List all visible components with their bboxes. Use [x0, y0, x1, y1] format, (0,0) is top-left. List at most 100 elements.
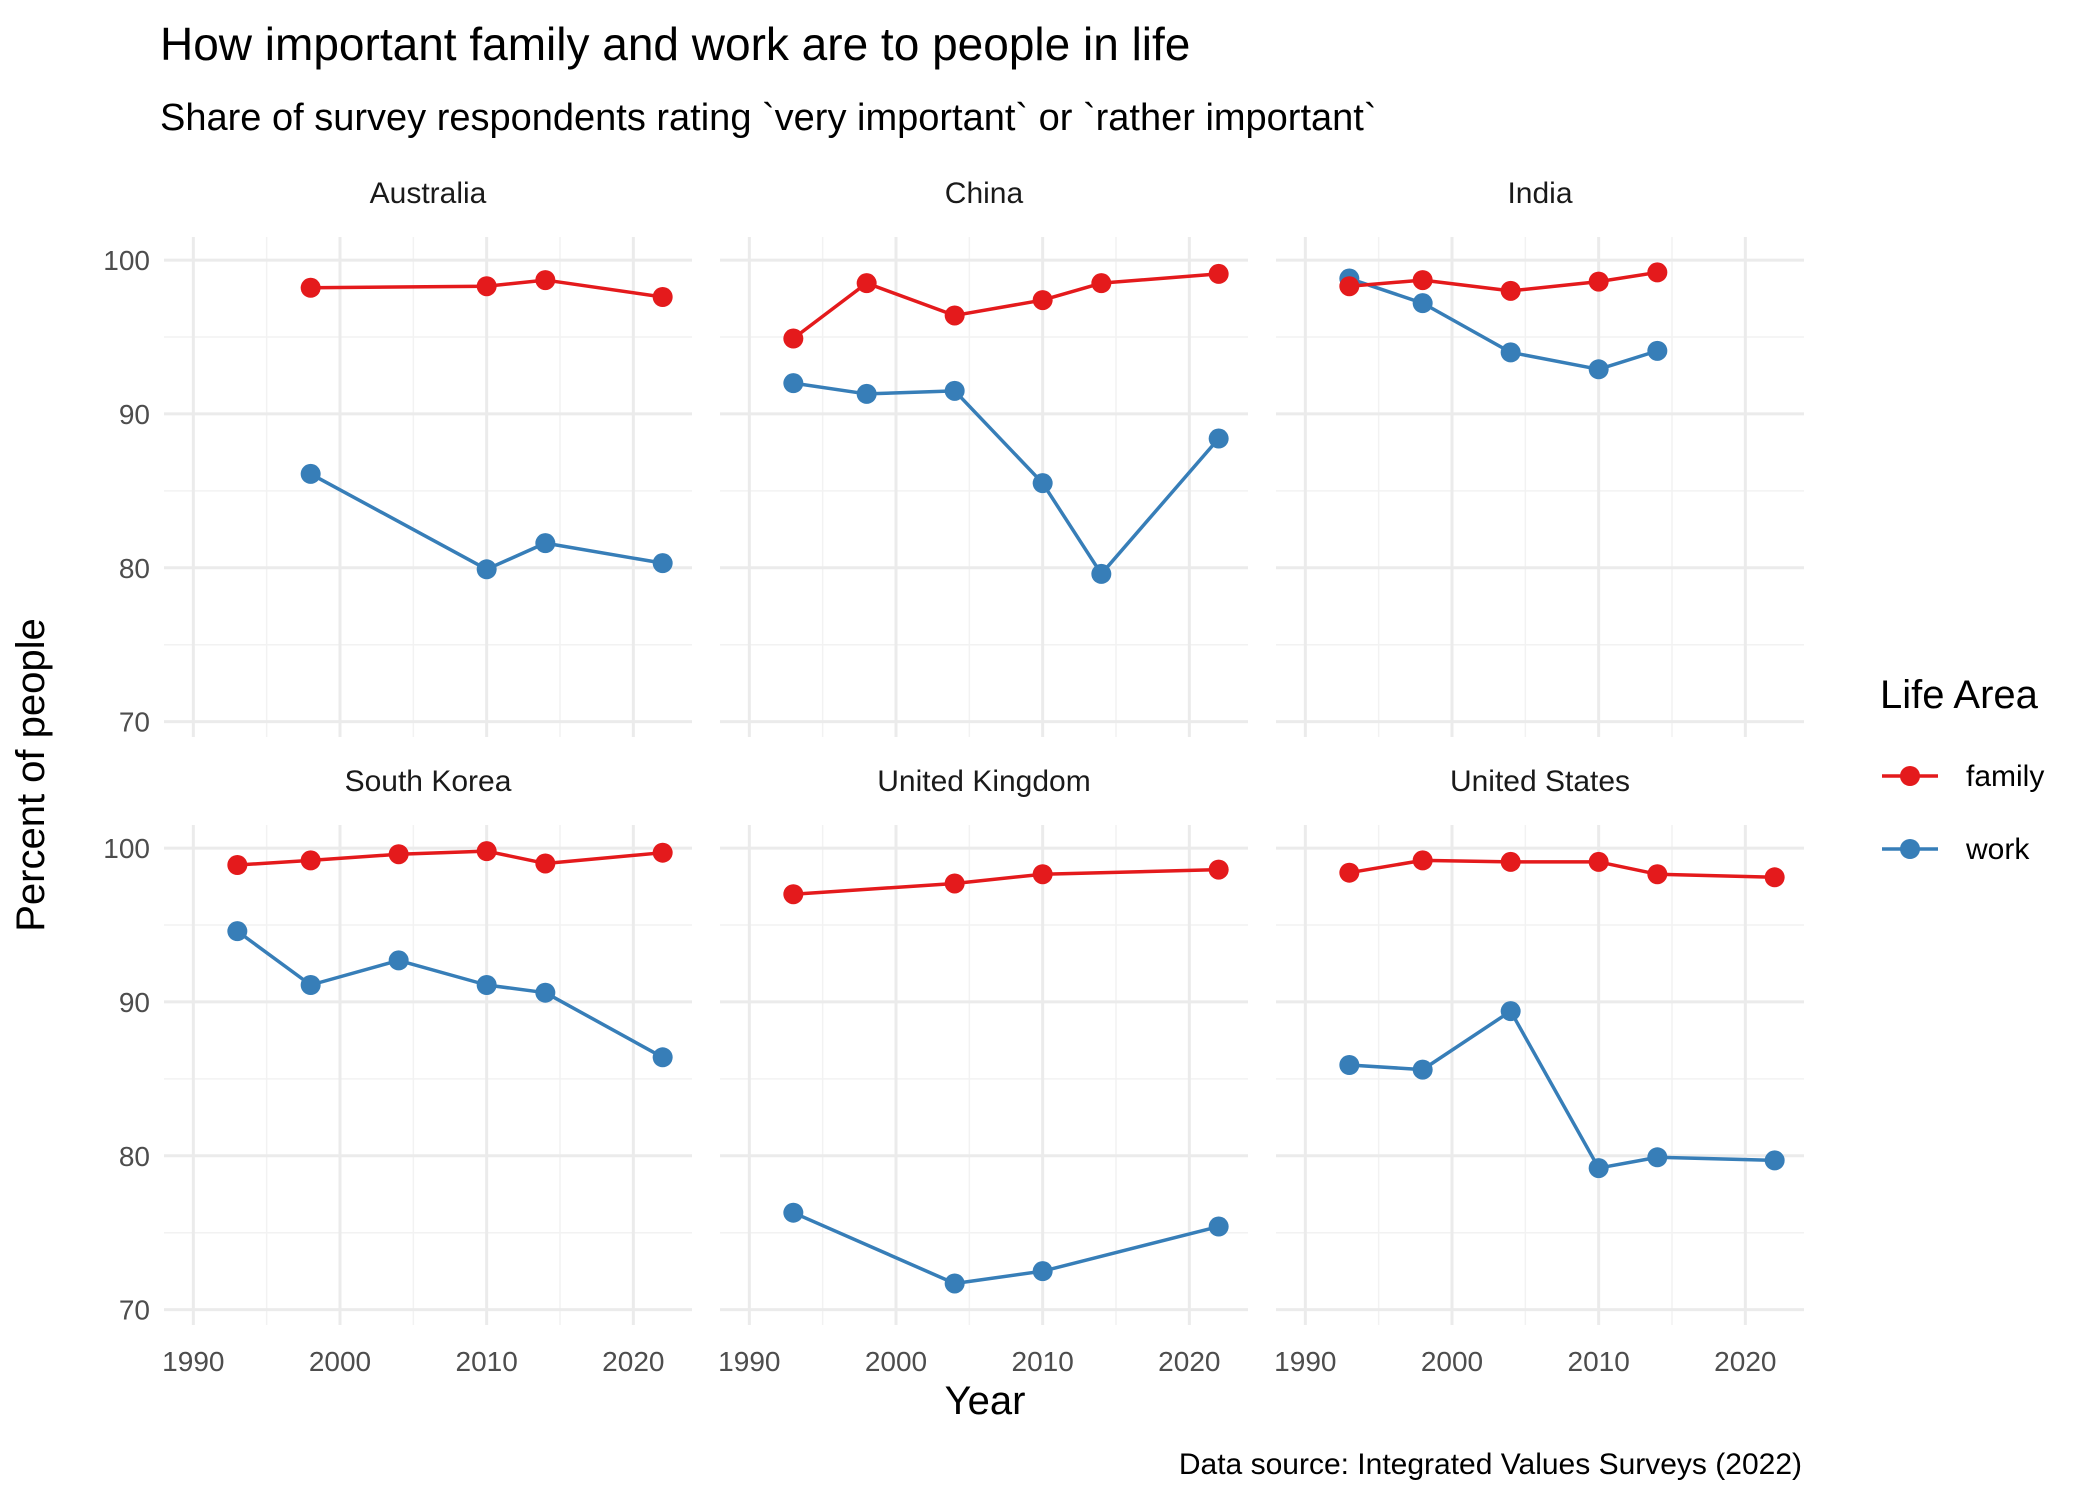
series-line-work: [793, 381, 1220, 576]
data-point-family: [1208, 859, 1229, 880]
data-point-work: [944, 380, 965, 401]
series-line-work: [792, 1211, 1220, 1286]
facet-panel-united-kingdom: United Kingdom 1990 2000 2010 2020: [718, 765, 1248, 1377]
data-point-work: [1091, 563, 1112, 584]
data-point-work: [535, 982, 556, 1003]
series-line-work: [309, 472, 663, 572]
data-point-family: [652, 842, 673, 863]
data-point-work: [1500, 1001, 1521, 1022]
x-tick-label: 2010: [1568, 1346, 1630, 1377]
data-point-family: [856, 273, 877, 294]
data-point-family: [1647, 262, 1668, 283]
chart-title: How important family and work are to peo…: [160, 18, 1190, 70]
data-point-work: [300, 975, 321, 995]
x-tick-label: 2010: [1012, 1346, 1074, 1377]
data-point-work: [300, 463, 321, 484]
data-point-family: [227, 855, 248, 875]
series-line-family: [792, 272, 1219, 340]
data-point-work: [1412, 1059, 1433, 1080]
x-tick-label: 2000: [865, 1346, 927, 1377]
data-point-work: [1588, 359, 1609, 380]
data-point-family: [944, 305, 965, 326]
legend-label-family: family: [1966, 760, 2044, 793]
series-line-family: [237, 849, 663, 867]
data-point-family: [1500, 851, 1521, 872]
y-tick-label: 80: [119, 553, 150, 584]
y-tick-label: 90: [119, 987, 150, 1018]
facet-label: China: [945, 177, 1024, 210]
x-tick-label: 1990: [718, 1346, 780, 1377]
data-point-family: [1208, 263, 1229, 284]
series-line-family: [310, 278, 663, 299]
data-point-work: [1339, 1055, 1360, 1075]
data-point-work: [652, 1047, 673, 1068]
x-tick-label: 2000: [1421, 1346, 1483, 1377]
y-axis-title: Percent of people: [9, 618, 53, 932]
facet-panel-china: China: [720, 177, 1248, 737]
x-tick-label: 1990: [1274, 1346, 1336, 1377]
data-point-work: [227, 921, 248, 942]
data-point-work: [1032, 1261, 1053, 1282]
series-line-family: [1349, 858, 1775, 880]
legend: Life Area family work: [1880, 673, 2044, 866]
data-point-family: [476, 841, 497, 862]
data-point-family: [944, 873, 965, 894]
data-point-work: [1764, 1150, 1785, 1171]
data-point-work: [1032, 473, 1053, 494]
data-point-work: [944, 1273, 965, 1294]
x-tick-label: 2020: [1158, 1346, 1220, 1377]
x-tick-label: 1990: [162, 1346, 224, 1377]
data-point-family: [1412, 850, 1433, 871]
legend-title: Life Area: [1880, 673, 2039, 717]
data-point-family: [1500, 280, 1521, 301]
x-axis-title: Year: [945, 1379, 1026, 1423]
data-point-work: [652, 553, 673, 574]
y-tick-label: 80: [119, 1141, 150, 1172]
facet-label: South Korea: [345, 765, 512, 798]
x-tick-label: 2010: [456, 1346, 518, 1377]
x-tick-label: 2000: [309, 1346, 371, 1377]
data-point-work: [856, 383, 877, 404]
data-point-family: [476, 276, 497, 297]
data-point-work: [783, 1202, 804, 1223]
data-point-family: [1032, 290, 1053, 311]
data-point-family: [1032, 864, 1053, 885]
data-point-family: [1764, 867, 1785, 888]
data-point-family: [535, 853, 556, 874]
series-line-work: [236, 929, 664, 1059]
data-point-family: [1091, 273, 1112, 294]
y-tick-label: 70: [119, 707, 150, 738]
data-point-work: [1588, 1158, 1609, 1179]
chart-caption: Data source: Integrated Values Surveys (…: [1179, 1448, 1802, 1481]
y-tick-label: 90: [119, 399, 150, 430]
facet-panel-south-korea: South Korea 70 80 90 100 1990 2000 2010 2020: [103, 765, 692, 1377]
data-point-work: [1208, 1216, 1229, 1237]
data-point-family: [300, 850, 321, 871]
data-point-work: [1412, 293, 1433, 314]
data-point-family: [652, 287, 673, 307]
x-tick-label: 2020: [602, 1346, 664, 1377]
y-tick-label: 70: [119, 1295, 150, 1326]
facet-panels: Australia 70 80 90 100 China India South Korea 7…: [103, 177, 1804, 1377]
facet-panel-india: India: [1276, 177, 1804, 737]
data-point-work: [388, 950, 409, 971]
series-line-work: [1349, 1009, 1775, 1170]
x-tick-label: 2020: [1714, 1346, 1776, 1377]
series-line-family: [793, 867, 1219, 896]
data-point-work: [1208, 428, 1229, 449]
data-point-work: [476, 559, 497, 580]
legend-key-point-family: [1900, 766, 1920, 786]
data-point-family: [1339, 276, 1360, 297]
data-point-family: [1339, 862, 1360, 883]
data-point-family: [1588, 271, 1609, 292]
data-point-family: [388, 844, 409, 865]
chart-subtitle: Share of survey respondents rating `very…: [160, 97, 1377, 139]
data-point-work: [1500, 342, 1521, 363]
data-point-family: [783, 884, 804, 905]
data-point-work: [535, 533, 556, 554]
legend-key-point-work: [1900, 839, 1920, 859]
data-point-family: [535, 270, 556, 291]
facet-panel-united-states: United States 1990 2000 2010 2020: [1274, 765, 1804, 1377]
y-tick-label: 100: [103, 833, 150, 864]
